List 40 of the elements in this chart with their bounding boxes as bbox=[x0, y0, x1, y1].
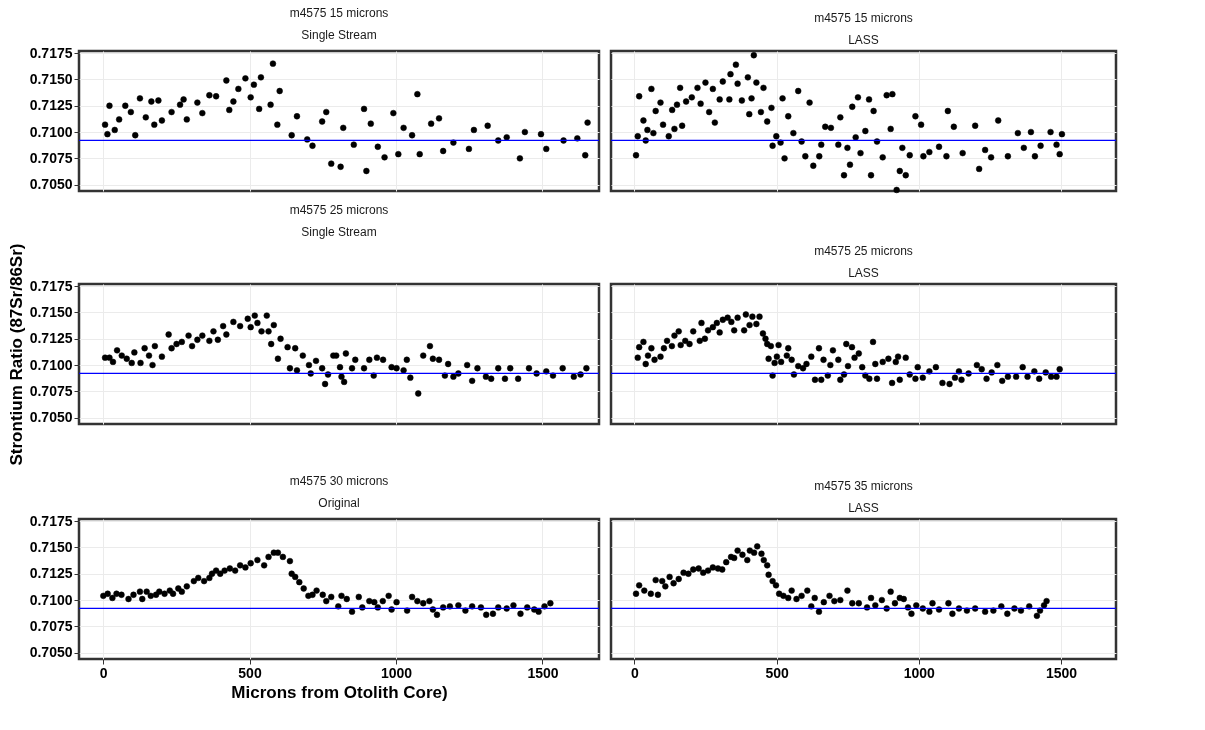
chart-title: m4575 15 microns bbox=[814, 11, 913, 25]
x-tick-label: 1000 bbox=[380, 664, 413, 681]
y-tick-label: 0.7175 bbox=[29, 44, 73, 61]
chart-subtitle: Single Stream bbox=[301, 225, 377, 240]
y-tick-label: 0.7150 bbox=[29, 70, 73, 87]
y-tick-label: 0.7100 bbox=[29, 123, 73, 140]
x-tick-label: 1500 bbox=[527, 664, 559, 681]
y-tick-label: 0.7150 bbox=[29, 538, 73, 555]
y-tick-label: 0.7125 bbox=[29, 97, 73, 114]
x-tick-label: 1000 bbox=[903, 664, 936, 681]
chart-title: m4575 35 microns bbox=[814, 479, 913, 493]
chart-subtitle: LASS bbox=[848, 33, 879, 47]
chart-title: m4575 15 microns bbox=[289, 6, 389, 21]
y-tick-label: 0.7050 bbox=[29, 176, 73, 193]
chart-subtitle: LASS bbox=[848, 501, 879, 515]
y-tick-label: 0.7050 bbox=[29, 409, 73, 426]
y-tick-label: 0.7125 bbox=[29, 330, 73, 347]
x-tick-label: 1500 bbox=[1046, 664, 1078, 681]
chart-subtitle: LASS bbox=[848, 266, 879, 280]
y-axis-title: Strontium Ratio (87Sr/86Sr) bbox=[6, 243, 26, 466]
y-tick-label: 0.7050 bbox=[29, 644, 73, 661]
y-tick-label: 0.7175 bbox=[29, 277, 73, 294]
y-tick-label: 0.7175 bbox=[29, 512, 73, 529]
y-tick-label: 0.7075 bbox=[29, 382, 73, 399]
chart-title: m4575 25 microns bbox=[814, 244, 913, 258]
y-tick-label: 0.7100 bbox=[29, 356, 73, 373]
x-tick-label: 500 bbox=[238, 664, 262, 681]
chart-subtitle: Single Stream bbox=[301, 28, 377, 43]
chart-subtitle: Original bbox=[318, 496, 360, 511]
y-tick-label: 0.7125 bbox=[29, 565, 73, 582]
x-axis-title: Microns from Otolith Core) bbox=[231, 682, 448, 702]
y-tick-label: 0.7075 bbox=[29, 149, 73, 166]
x-tick-label: 500 bbox=[765, 664, 789, 681]
y-tick-label: 0.7075 bbox=[29, 617, 73, 634]
x-tick-label: 0 bbox=[630, 664, 639, 681]
chart-title: m4575 25 microns bbox=[289, 203, 389, 218]
y-tick-label: 0.7150 bbox=[29, 303, 73, 320]
x-tick-label: 0 bbox=[99, 664, 108, 681]
y-tick-label: 0.7100 bbox=[29, 591, 73, 608]
chart-title: m4575 30 microns bbox=[289, 474, 389, 489]
